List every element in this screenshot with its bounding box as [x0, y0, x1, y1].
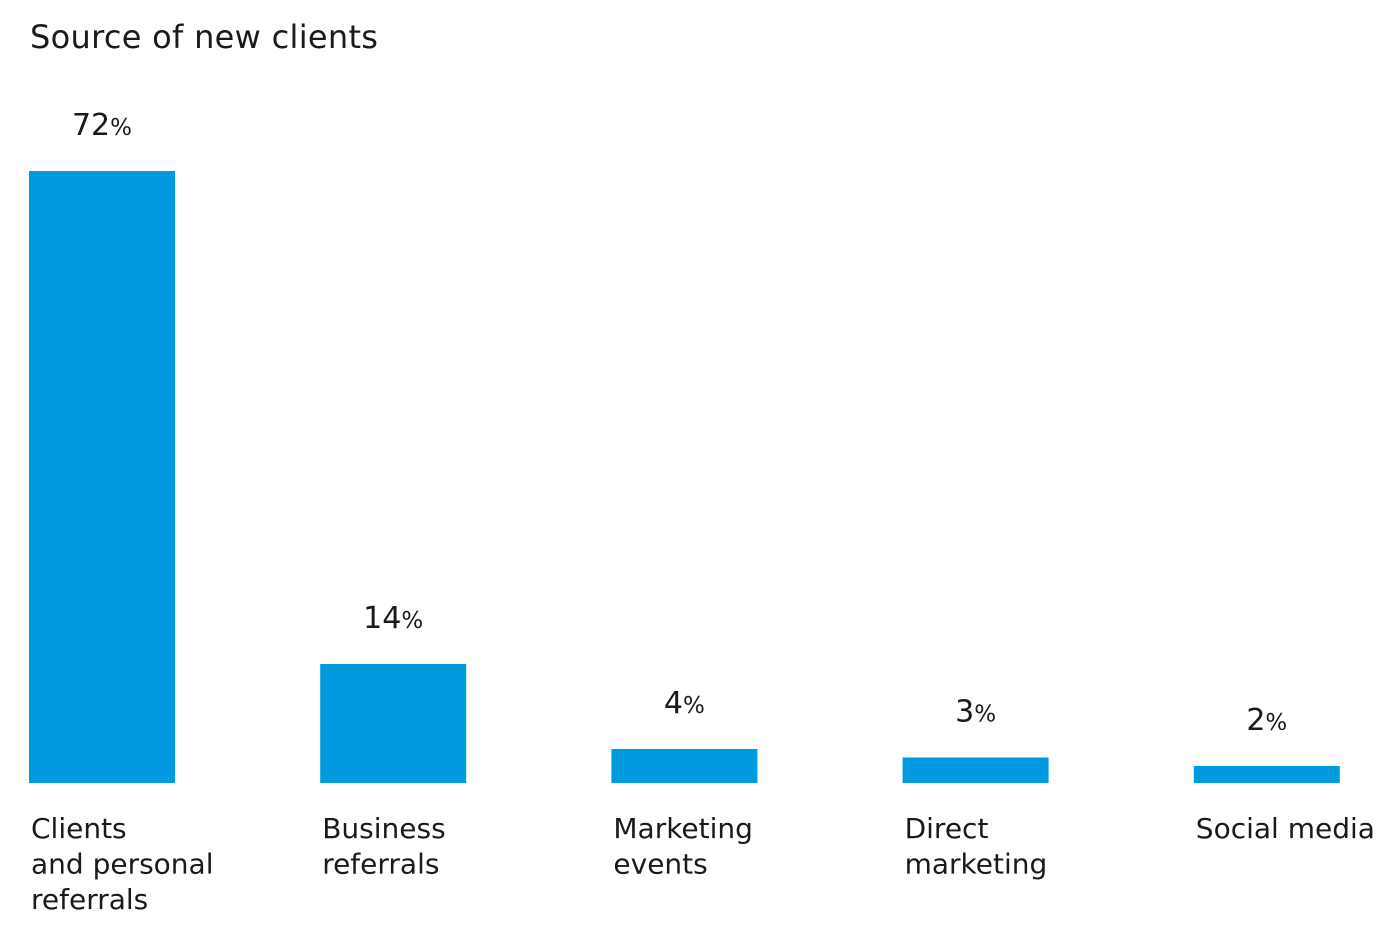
- category-labels-group: Clients and personal referrals Business refe…: [31, 812, 1375, 916]
- category-label-2: Marketing events: [613, 812, 753, 881]
- value-label-1: 14%: [363, 601, 423, 636]
- bar-3: [902, 757, 1049, 783]
- bars-group: [29, 171, 1340, 783]
- category-label-0: Clients and personal referrals: [31, 812, 214, 916]
- value-labels-group: 72% 14% 4% 3% 2%: [72, 108, 1287, 738]
- bar-0: [29, 171, 175, 783]
- value-label-3: 3%: [955, 695, 996, 730]
- value-label-2: 4%: [664, 686, 705, 721]
- chart-title: Source of new clients: [30, 18, 379, 56]
- value-label-0: 72%: [72, 108, 132, 143]
- category-label-3: Direct marketing: [905, 812, 1048, 881]
- value-label-4: 2%: [1246, 703, 1287, 738]
- bar-1: [320, 664, 467, 783]
- bar-2: [611, 749, 758, 783]
- category-label-4: Social media: [1196, 812, 1375, 845]
- category-label-1: Business referrals: [322, 812, 445, 881]
- bar-4: [1193, 766, 1340, 783]
